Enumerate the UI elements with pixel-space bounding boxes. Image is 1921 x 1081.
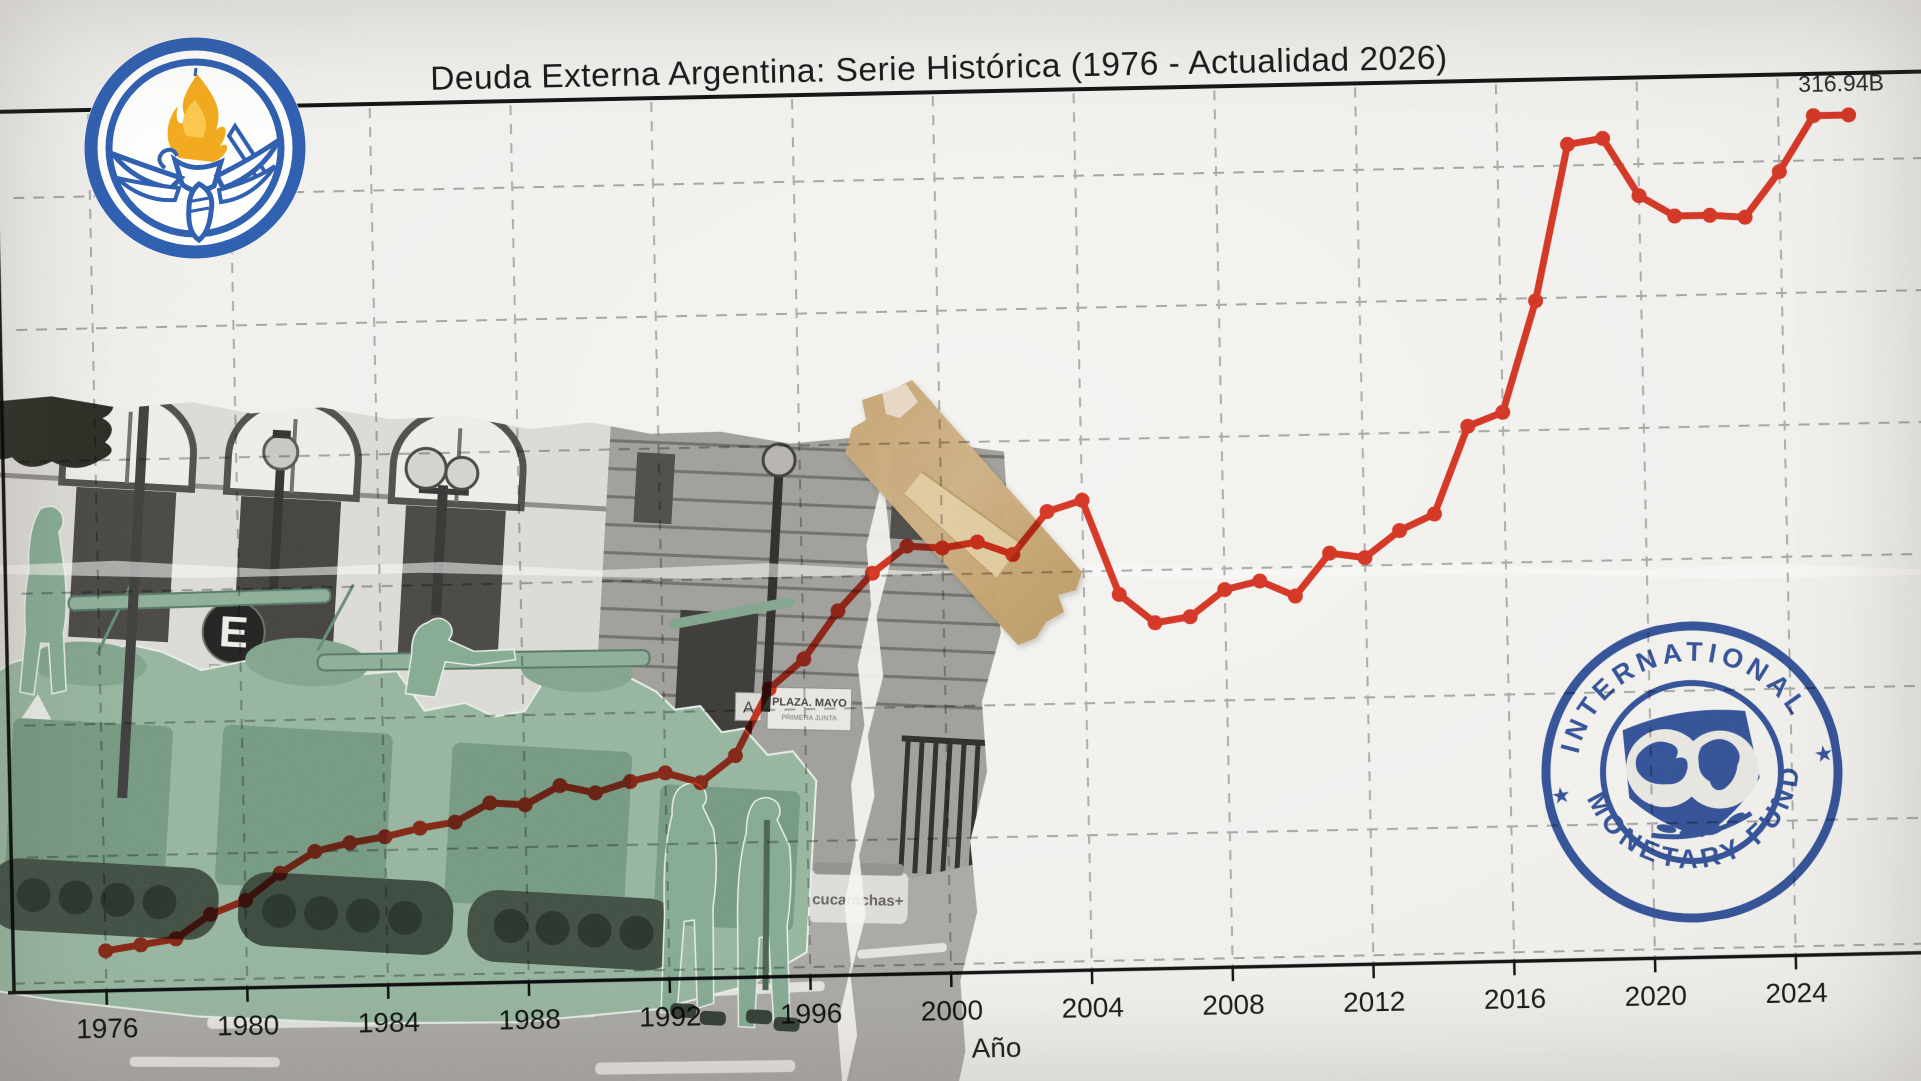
x-tick-label: 2024 xyxy=(1765,977,1828,1009)
v-gridline xyxy=(1494,84,1516,961)
data-point xyxy=(98,943,114,959)
data-point xyxy=(377,829,393,845)
h-gridline xyxy=(16,288,1921,331)
x-tick-label: 2008 xyxy=(1202,989,1265,1021)
h-gridline xyxy=(21,552,1921,595)
x-tick-label: 1992 xyxy=(639,1000,702,1032)
x-tick-label: 2012 xyxy=(1343,986,1406,1018)
h-gridline xyxy=(18,420,1921,463)
data-point xyxy=(1528,293,1544,309)
imf-logo: INTERNATIONAL MONETARY FUND ★ ★ xyxy=(1541,618,1843,923)
x-tick-label: 1996 xyxy=(780,997,843,1029)
x-tick-label: 1984 xyxy=(357,1006,420,1038)
x-tick-label: 2004 xyxy=(1061,991,1124,1023)
data-point xyxy=(1841,107,1857,123)
v-gridline xyxy=(1072,93,1093,970)
data-point xyxy=(133,937,149,953)
x-tick-label: 2016 xyxy=(1484,983,1547,1015)
v-gridline xyxy=(791,99,812,976)
data-point xyxy=(934,540,950,556)
data-point xyxy=(657,765,673,781)
chart-title: Deuda Externa Argentina: Serie Histórica… xyxy=(430,39,1448,97)
x-tick-label: 2020 xyxy=(1624,980,1687,1012)
x-tick-label: 2000 xyxy=(920,994,983,1026)
v-gridline xyxy=(931,96,953,973)
torch-emblem-logo xyxy=(84,37,306,259)
v-gridline xyxy=(1354,87,1375,964)
x-axis-label: Año xyxy=(971,1032,1021,1064)
zero-gridline xyxy=(13,941,1921,985)
v-gridline xyxy=(509,105,530,981)
x-tick-label: 1980 xyxy=(217,1009,280,1041)
data-point xyxy=(1560,136,1576,152)
x-tick-label: 1976 xyxy=(76,1012,139,1044)
data-point xyxy=(1702,207,1718,223)
left-spine xyxy=(0,111,16,993)
v-gridline xyxy=(650,102,671,978)
peak-value-annotation: 316.94B xyxy=(1798,69,1884,97)
x-tick-label: 1988 xyxy=(498,1003,561,1035)
v-gridline xyxy=(368,108,390,984)
v-gridline xyxy=(1213,90,1234,967)
imf-star-left: ★ xyxy=(1549,781,1572,809)
data-point xyxy=(342,835,358,851)
data-point xyxy=(412,820,428,836)
imf-star-right: ★ xyxy=(1812,740,1835,768)
